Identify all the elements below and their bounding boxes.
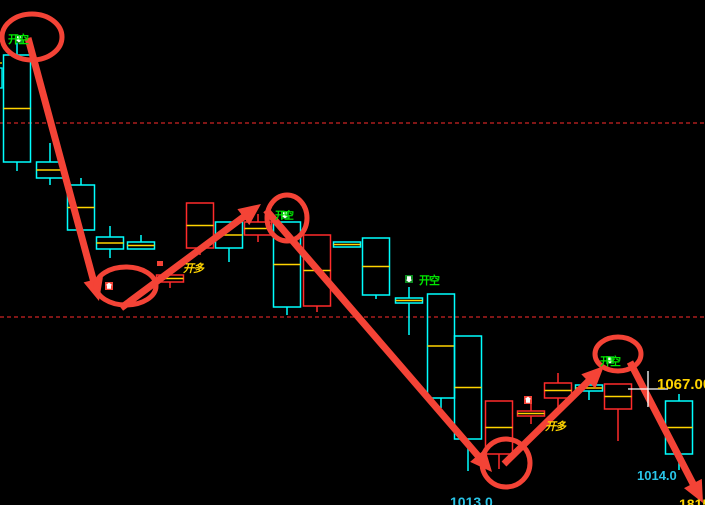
- svg-text:1067.00: 1067.00: [657, 376, 705, 393]
- svg-text:1013.0: 1013.0: [450, 494, 493, 505]
- svg-text:1815: 1815: [679, 496, 705, 505]
- svg-text:开多: 开多: [183, 262, 205, 275]
- svg-text:开空: 开空: [275, 209, 294, 222]
- svg-text:1014.0: 1014.0: [637, 468, 677, 483]
- svg-text:开多: 开多: [545, 420, 567, 433]
- svg-text:开空: 开空: [600, 354, 621, 368]
- svg-text:开空: 开空: [419, 273, 440, 287]
- svg-text:开空: 开空: [8, 32, 29, 46]
